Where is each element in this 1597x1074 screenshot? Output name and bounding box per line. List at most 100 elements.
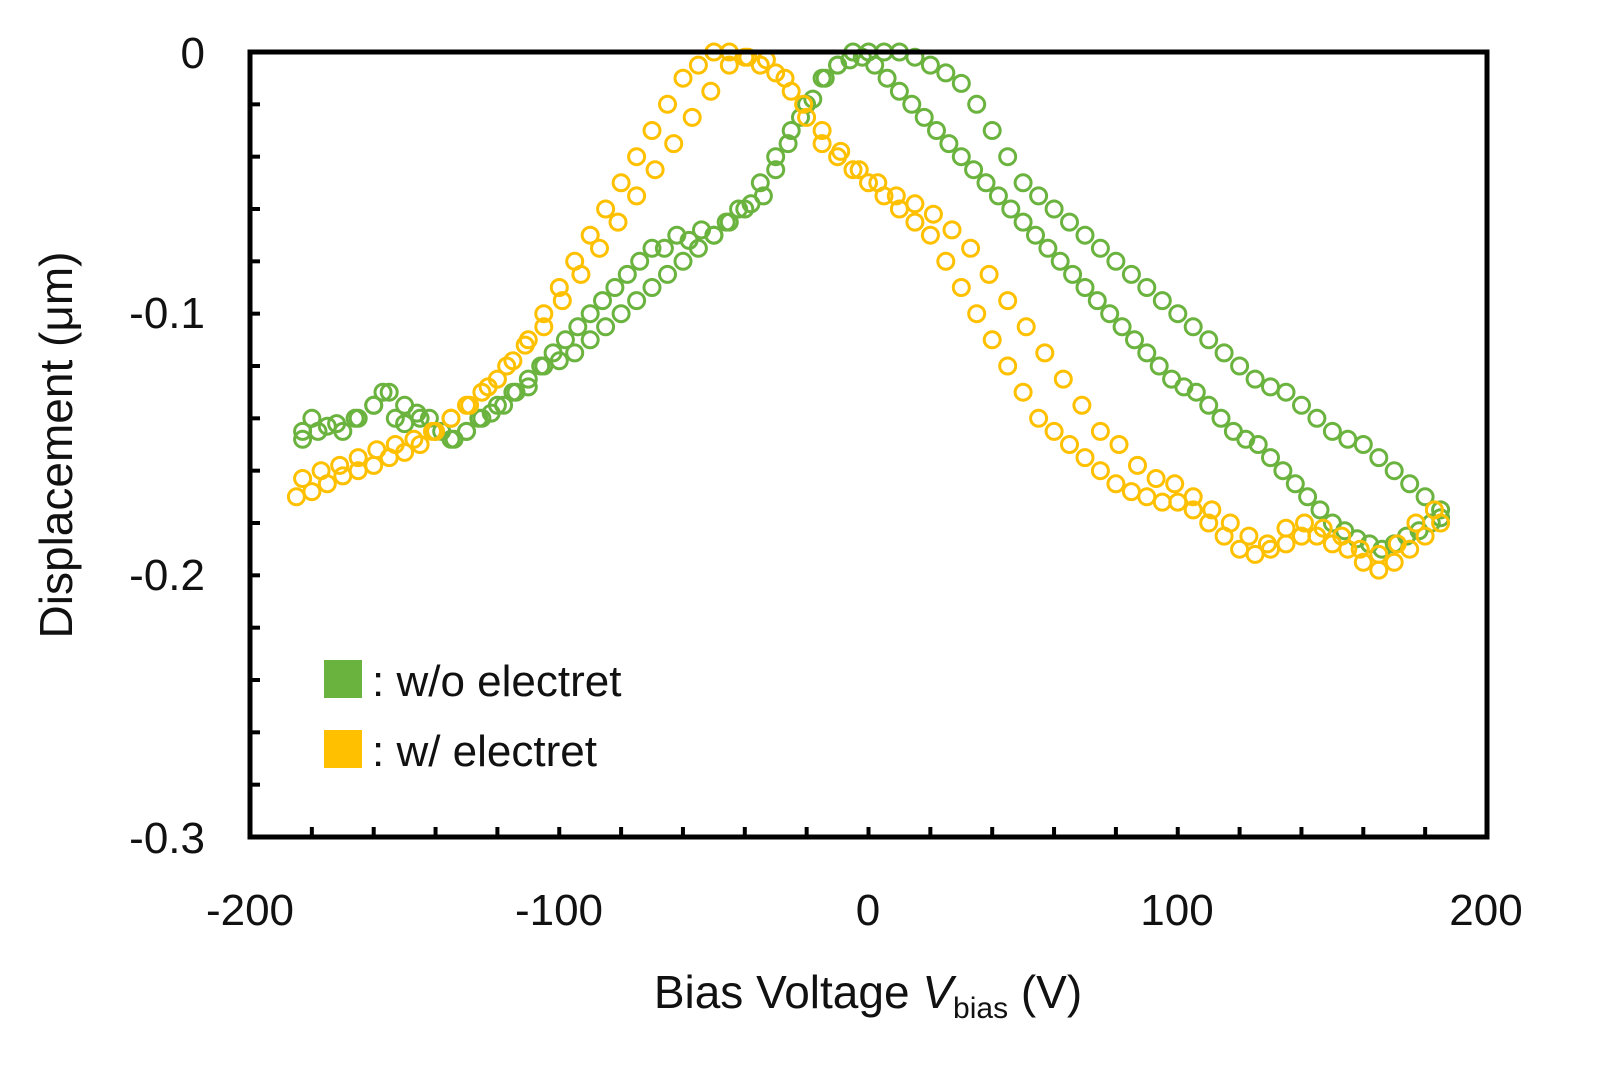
data-point [311,461,331,481]
data-point [998,147,1018,167]
data-point [951,73,971,93]
data-point [580,330,600,350]
data-point [1128,455,1147,475]
data-point [766,147,786,167]
data-point [831,141,851,161]
data-point [939,134,959,154]
data-point [673,68,693,88]
data-point [1149,356,1169,376]
data-point [658,264,677,284]
data-point [1276,534,1296,554]
data-point [1415,526,1435,546]
data-point [920,225,940,245]
data-point [927,121,946,140]
data-point [642,121,662,140]
data-point [979,264,999,284]
data-point [982,121,1002,140]
data-point [1369,448,1389,468]
data-point [1384,552,1404,572]
data-point [1369,544,1389,564]
data-point [333,466,353,486]
legend-label-w-o-electret: : w/o electret [372,657,621,706]
data-point [967,94,987,114]
data-point [781,121,801,140]
data-point [617,264,637,284]
data-point [286,487,306,507]
data-point [1230,356,1250,376]
series-w-electret [286,42,1451,580]
x-tick-label: 100 [1140,886,1213,935]
data-point [905,194,925,214]
data-point [348,448,368,468]
data-point [1038,238,1058,258]
data-point [1431,500,1451,520]
data-point [395,395,415,415]
data-point [1350,539,1370,559]
data-point [627,147,647,167]
data-point [1387,534,1407,554]
data-point [682,107,702,127]
data-point [719,212,739,232]
x-axis-title: Bias Voltage Vbias (V) [654,966,1082,1025]
data-point [877,68,897,88]
data-point [797,107,817,127]
data-points [286,42,1451,580]
data-point [1165,474,1185,494]
data-point [998,291,1018,311]
data-point [1013,212,1033,232]
data-point [1121,264,1141,284]
x-axis-title-unit: (V) [1008,966,1082,1018]
data-point [1013,382,1033,402]
data-point [534,304,554,324]
data-point [1035,343,1055,363]
data-point [441,408,461,428]
data-point [775,68,795,88]
data-point [404,429,424,449]
data-point [478,377,498,397]
data-point [645,160,665,180]
data-point [1276,518,1296,538]
data-point [1199,330,1219,350]
data-point [936,63,956,83]
data-point [373,382,393,402]
data-point [1295,513,1314,533]
data-point [1090,461,1110,481]
data-point [1338,429,1358,449]
data-point [961,238,981,258]
data-point [1322,421,1342,441]
data-point [1353,435,1373,454]
data-point [1152,291,1172,311]
data-point [611,304,631,324]
data-point [627,186,647,206]
data-point [750,173,770,193]
data-point [596,199,616,219]
data-point [1100,304,1120,324]
x-axis-title-subscript: bias [953,992,1008,1025]
data-point [293,469,313,488]
x-tick-label: 0 [856,886,880,935]
data-point [1199,513,1219,533]
data-point [345,408,365,428]
data-point [1001,199,1021,219]
data-point [982,330,1002,350]
data-point [1298,487,1318,507]
data-point [812,68,832,88]
data-point [1090,421,1110,441]
data-point [923,204,943,224]
data-point [701,81,721,101]
legend-swatch-w-electret [324,730,362,768]
data-point [1044,421,1064,441]
data-point [503,382,523,402]
data-point [1183,487,1203,507]
data-point [1369,560,1389,580]
data-point [549,351,569,371]
data-point [942,220,962,240]
data-point [364,455,384,475]
data-point [794,94,814,114]
data-point [364,395,384,415]
data-point [1060,212,1079,232]
data-point [1353,552,1373,572]
data-point [642,238,662,258]
x-tick-label: 200 [1449,886,1522,935]
data-point [330,455,350,475]
